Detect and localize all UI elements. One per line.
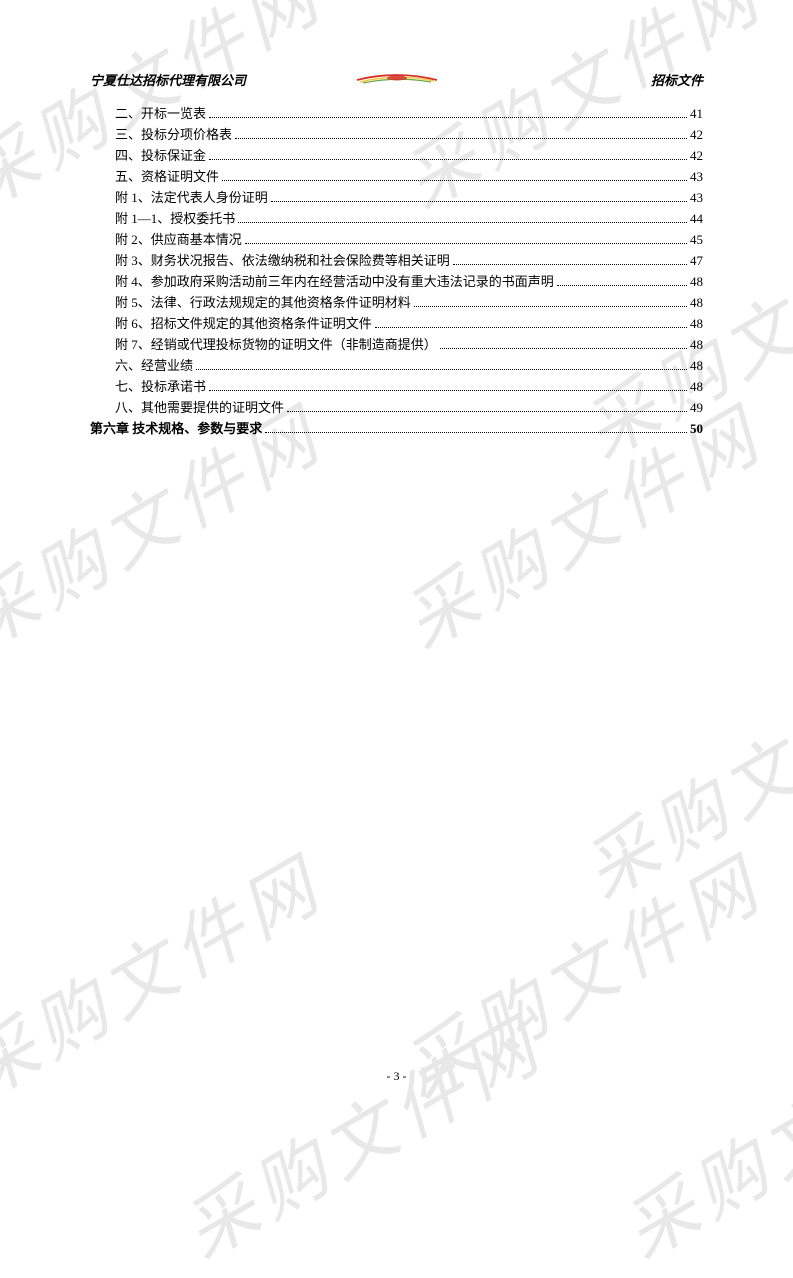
toc-label: 附 1、法定代表人身份证明	[115, 187, 268, 208]
toc-page-number: 48	[690, 313, 703, 334]
toc-leader-dots	[453, 264, 687, 265]
toc-entry: 八、其他需要提供的证明文件 49	[115, 397, 703, 418]
toc-page-number: 48	[690, 334, 703, 355]
toc-page-number: 42	[690, 145, 703, 166]
toc-label: 八、其他需要提供的证明文件	[115, 397, 284, 418]
toc-leader-dots	[245, 243, 687, 244]
toc-label: 附 6、招标文件规定的其他资格条件证明文件	[115, 313, 372, 334]
toc-label: 附 4、参加政府采购活动前三年内在经营活动中没有重大违法记录的书面声明	[115, 271, 554, 292]
header-doctype: 招标文件	[651, 70, 703, 89]
toc-leader-dots	[414, 306, 687, 307]
toc-entry: 附 5、法律、行政法规规定的其他资格条件证明材料 48	[115, 292, 703, 313]
toc-leader-dots	[235, 138, 687, 139]
toc-leader-dots	[209, 390, 687, 391]
toc-entry: 四、投标保证金 42	[115, 145, 703, 166]
toc-label: 七、投标承诺书	[115, 376, 206, 397]
toc-label: 附 5、法律、行政法规规定的其他资格条件证明材料	[115, 292, 411, 313]
toc-page-number: 47	[690, 250, 703, 271]
toc-page-number: 48	[690, 376, 703, 397]
toc-entry: 附 3、财务状况报告、依法缴纳税和社会保险费等相关证明 47	[115, 250, 703, 271]
toc-leader-dots	[271, 201, 687, 202]
toc-label: 附 3、财务状况报告、依法缴纳税和社会保险费等相关证明	[115, 250, 450, 271]
toc-entry: 附 4、参加政府采购活动前三年内在经营活动中没有重大违法记录的书面声明 48	[115, 271, 703, 292]
toc-label: 四、投标保证金	[115, 145, 206, 166]
toc-label: 二、开标一览表	[115, 103, 206, 124]
toc-entry: 七、投标承诺书 48	[115, 376, 703, 397]
toc-entry: 第六章 技术规格、参数与要求 50	[90, 418, 703, 439]
toc-page-number: 45	[690, 229, 703, 250]
toc-leader-dots	[440, 348, 687, 349]
toc-label: 五、资格证明文件	[115, 166, 219, 187]
header-company: 宁夏仕达招标代理有限公司	[90, 70, 246, 89]
toc-leader-dots	[222, 180, 687, 181]
toc-label: 三、投标分项价格表	[115, 124, 232, 145]
toc-page-number: 41	[690, 103, 703, 124]
toc-entry: 附 6、招标文件规定的其他资格条件证明文件 48	[115, 313, 703, 334]
header-logo-icon	[352, 67, 442, 89]
toc-leader-dots	[287, 411, 687, 412]
toc-entry: 附 2、供应商基本情况 45	[115, 229, 703, 250]
toc-page-number: 49	[690, 397, 703, 418]
toc-page-number: 43	[690, 187, 703, 208]
toc-leader-dots	[209, 117, 687, 118]
toc-leader-dots	[209, 159, 687, 160]
toc-leader-dots	[265, 432, 687, 433]
toc-entry: 附 7、经销或代理投标货物的证明文件（非制造商提供） 48	[115, 334, 703, 355]
toc-page-number: 42	[690, 124, 703, 145]
toc-entry: 五、资格证明文件 43	[115, 166, 703, 187]
toc-entry: 二、开标一览表 41	[115, 103, 703, 124]
toc-page-number: 43	[690, 166, 703, 187]
toc-label: 六、经营业绩	[115, 355, 193, 376]
toc-entry: 六、经营业绩 48	[115, 355, 703, 376]
toc-page-number: 48	[690, 271, 703, 292]
toc-label: 第六章 技术规格、参数与要求	[90, 418, 262, 439]
toc-entry: 附 1、法定代表人身份证明 43	[115, 187, 703, 208]
toc-page-number: 44	[690, 208, 703, 229]
toc-container: 二、开标一览表41三、投标分项价格表42四、投标保证金42五、资格证明文件43附…	[90, 103, 703, 439]
toc-leader-dots	[375, 327, 687, 328]
toc-leader-dots	[557, 285, 687, 286]
toc-label: 附 1—1、授权委托书	[115, 208, 235, 229]
toc-entry: 三、投标分项价格表 42	[115, 124, 703, 145]
toc-leader-dots	[196, 369, 687, 370]
document-page: 宁夏仕达招标代理有限公司 招标文件 二、开标一览表41三、投标分项价格表42四、…	[0, 0, 793, 1122]
page-header: 宁夏仕达招标代理有限公司 招标文件	[90, 70, 703, 89]
toc-entry: 附 1—1、授权委托书 44	[115, 208, 703, 229]
toc-label: 附 7、经销或代理投标货物的证明文件（非制造商提供）	[115, 334, 437, 355]
toc-leader-dots	[238, 222, 687, 223]
page-number: - 3 -	[387, 1069, 407, 1084]
toc-page-number: 50	[690, 418, 703, 439]
toc-page-number: 48	[690, 355, 703, 376]
toc-label: 附 2、供应商基本情况	[115, 229, 242, 250]
toc-page-number: 48	[690, 292, 703, 313]
